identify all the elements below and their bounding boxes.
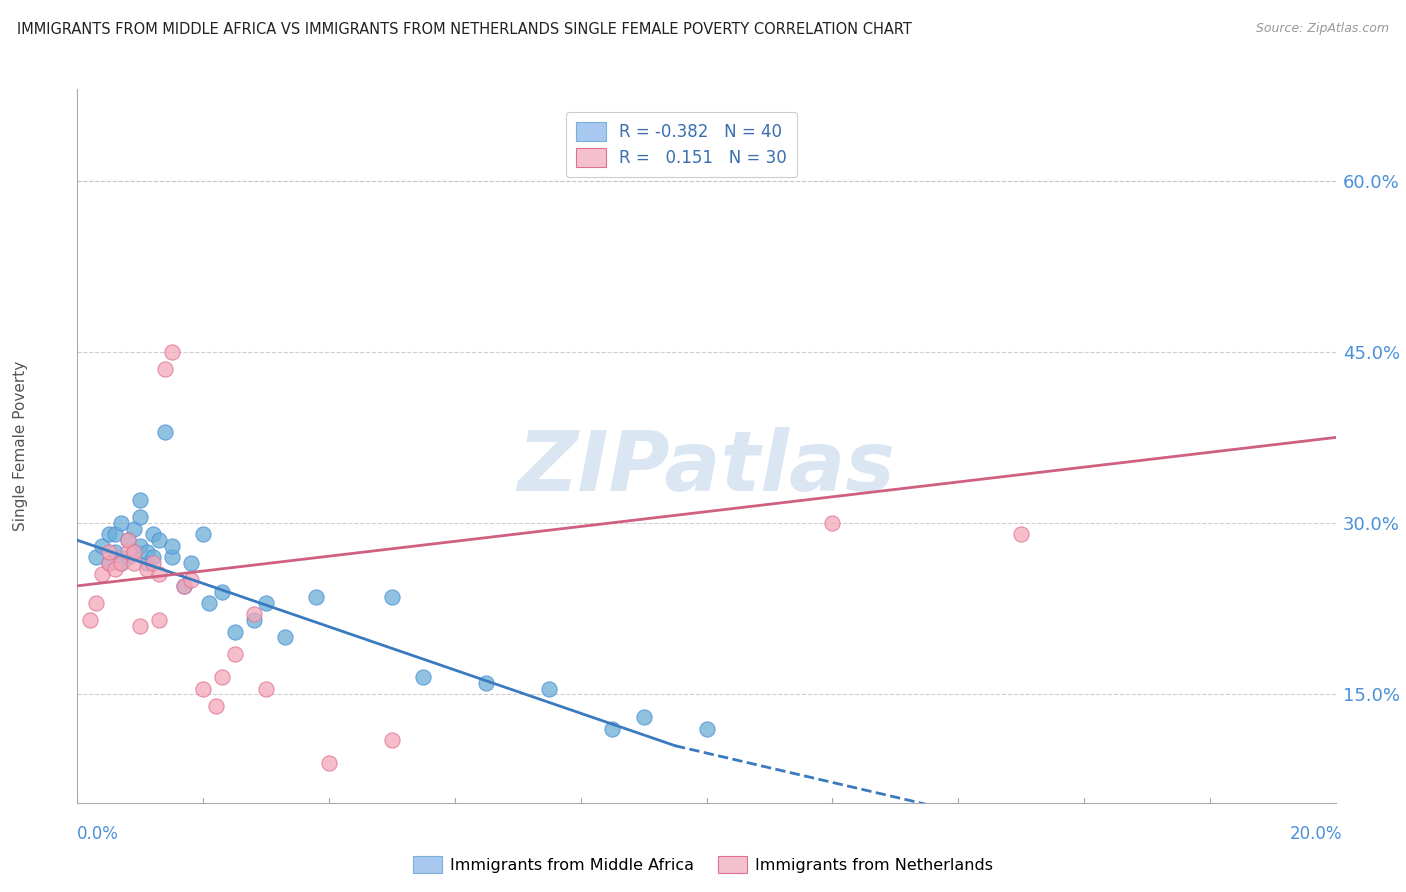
Point	[110, 556, 132, 570]
Point	[122, 544, 145, 558]
Point	[224, 624, 246, 639]
Point	[242, 607, 264, 622]
Point	[173, 579, 195, 593]
Point	[79, 613, 101, 627]
Point	[117, 533, 139, 548]
Point	[135, 556, 157, 570]
Point	[538, 681, 561, 696]
Point	[211, 584, 233, 599]
Point	[180, 556, 202, 570]
Point	[122, 556, 145, 570]
Point	[104, 527, 127, 541]
Point	[122, 544, 145, 558]
Point	[160, 344, 183, 359]
Text: ZIPatlas: ZIPatlas	[517, 427, 896, 508]
Point	[97, 556, 120, 570]
Point	[191, 681, 215, 696]
Point	[135, 544, 157, 558]
Point	[117, 544, 139, 558]
Point	[305, 591, 328, 605]
Legend: Immigrants from Middle Africa, Immigrants from Netherlands: Immigrants from Middle Africa, Immigrant…	[406, 849, 1000, 880]
Legend: R = -0.382   N = 40, R =   0.151   N = 30: R = -0.382 N = 40, R = 0.151 N = 30	[565, 112, 797, 177]
Point	[160, 539, 183, 553]
Point	[633, 710, 655, 724]
Point	[211, 670, 233, 684]
Point	[84, 596, 107, 610]
Point	[129, 493, 152, 508]
Point	[475, 676, 498, 690]
Point	[412, 670, 434, 684]
Point	[129, 619, 152, 633]
Point	[110, 516, 132, 530]
Point	[155, 362, 177, 376]
Text: 0.0%: 0.0%	[77, 825, 120, 843]
Point	[204, 698, 226, 713]
Point	[180, 573, 202, 587]
Point	[117, 533, 139, 548]
Point	[696, 722, 718, 736]
Text: Single Female Poverty: Single Female Poverty	[13, 361, 28, 531]
Point	[148, 533, 170, 548]
Point	[122, 522, 145, 536]
Point	[97, 527, 120, 541]
Point	[91, 539, 114, 553]
Point	[142, 550, 165, 565]
Point	[254, 681, 277, 696]
Point	[191, 527, 215, 541]
Point	[600, 722, 623, 736]
Point	[155, 425, 177, 439]
Point	[242, 613, 264, 627]
Text: 20.0%: 20.0%	[1291, 825, 1343, 843]
Text: IMMIGRANTS FROM MIDDLE AFRICA VS IMMIGRANTS FROM NETHERLANDS SINGLE FEMALE POVER: IMMIGRANTS FROM MIDDLE AFRICA VS IMMIGRA…	[17, 22, 911, 37]
Point	[84, 550, 107, 565]
Point	[148, 567, 170, 582]
Point	[274, 630, 297, 644]
Point	[97, 556, 120, 570]
Point	[104, 562, 127, 576]
Point	[254, 596, 277, 610]
Point	[142, 527, 165, 541]
Point	[1010, 527, 1032, 541]
Point	[142, 556, 165, 570]
Point	[148, 613, 170, 627]
Point	[160, 550, 183, 565]
Point	[318, 756, 340, 770]
Point	[110, 556, 132, 570]
Point	[91, 567, 114, 582]
Point	[173, 579, 195, 593]
Point	[381, 591, 404, 605]
Point	[198, 596, 221, 610]
Text: Source: ZipAtlas.com: Source: ZipAtlas.com	[1256, 22, 1389, 36]
Point	[821, 516, 844, 530]
Point	[97, 544, 120, 558]
Point	[224, 648, 246, 662]
Point	[104, 544, 127, 558]
Point	[381, 733, 404, 747]
Point	[135, 562, 157, 576]
Point	[129, 539, 152, 553]
Point	[117, 550, 139, 565]
Point	[129, 510, 152, 524]
